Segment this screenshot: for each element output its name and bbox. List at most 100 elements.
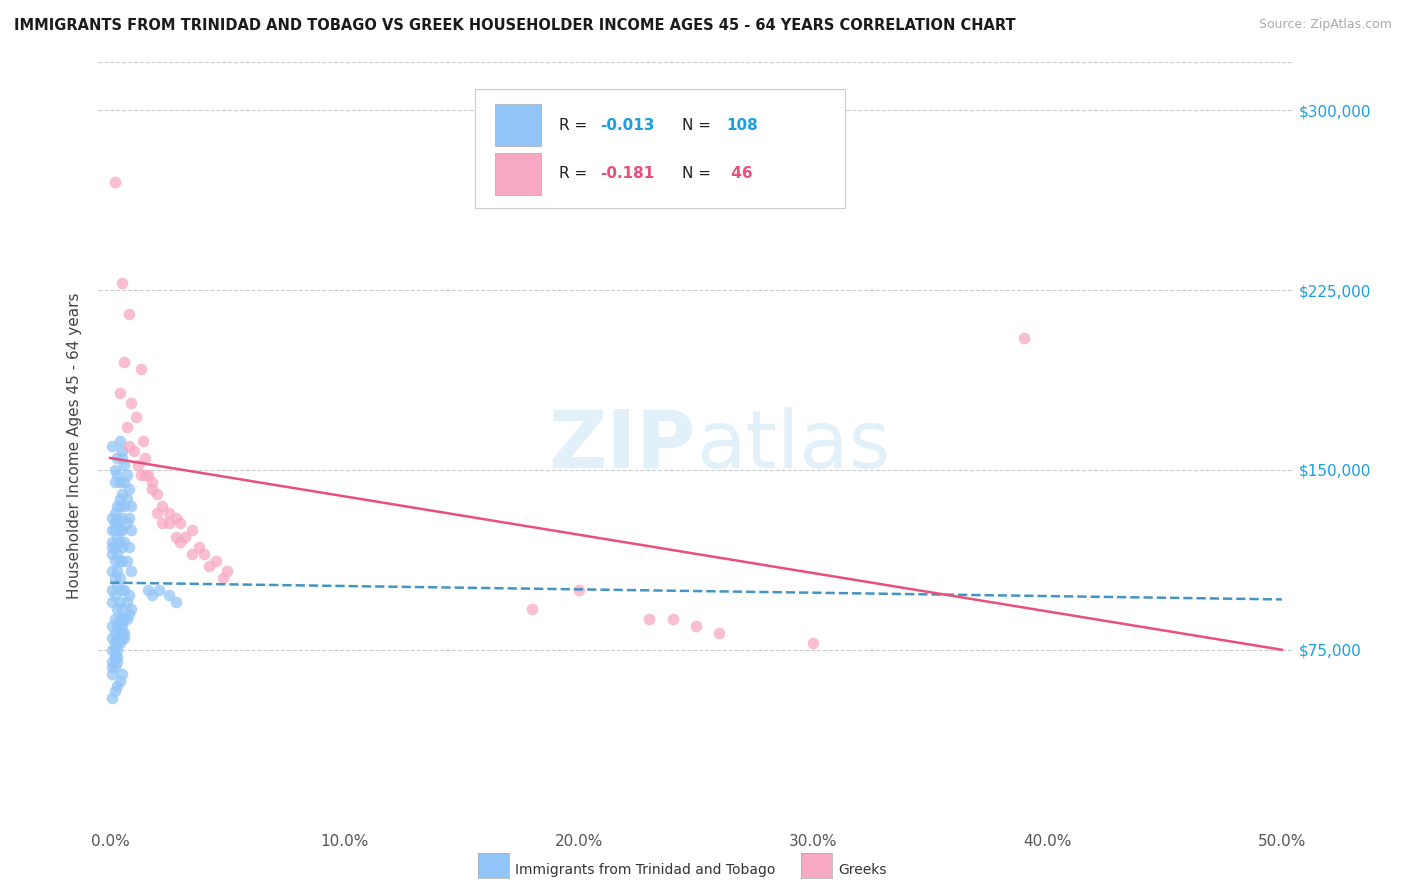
Point <box>111 540 134 554</box>
Point <box>101 564 124 578</box>
Text: IMMIGRANTS FROM TRINIDAD AND TOBAGO VS GREEK HOUSEHOLDER INCOME AGES 45 - 64 YEA: IMMIGRANTS FROM TRINIDAD AND TOBAGO VS G… <box>14 18 1015 33</box>
Text: R =: R = <box>558 166 592 181</box>
Point <box>108 499 131 513</box>
Point <box>111 554 134 568</box>
Point <box>136 467 159 482</box>
Point <box>193 547 215 561</box>
Point <box>125 410 148 425</box>
Point <box>150 499 173 513</box>
Point <box>120 396 142 410</box>
Point <box>101 582 124 597</box>
Point <box>111 582 134 597</box>
Point <box>141 482 163 496</box>
Point <box>120 499 142 513</box>
Point <box>111 487 134 501</box>
Point <box>104 642 127 657</box>
Point <box>115 595 138 609</box>
Point <box>101 655 124 669</box>
Point <box>111 612 134 626</box>
Point <box>104 554 127 568</box>
Point <box>129 362 152 376</box>
Point <box>108 475 131 489</box>
Point <box>105 578 128 592</box>
Point <box>108 554 131 568</box>
Point <box>115 419 138 434</box>
Point <box>105 619 128 633</box>
Point <box>112 458 135 473</box>
Point <box>108 523 131 537</box>
Point <box>111 276 134 290</box>
Point <box>141 588 163 602</box>
Point <box>108 434 131 449</box>
Point <box>101 595 124 609</box>
Point <box>105 635 128 649</box>
Point <box>181 547 204 561</box>
Point <box>136 582 159 597</box>
Point <box>108 386 131 401</box>
Point <box>108 673 131 688</box>
Point <box>112 534 135 549</box>
Point <box>104 649 127 664</box>
Point <box>104 635 127 649</box>
Point <box>111 666 134 681</box>
Point <box>108 631 131 645</box>
Bar <box>495 153 541 194</box>
Point <box>115 467 138 482</box>
Point <box>104 659 127 673</box>
Point <box>104 649 127 664</box>
Point <box>1012 331 1035 345</box>
Point <box>112 499 135 513</box>
Point <box>104 516 127 530</box>
Point <box>118 439 141 453</box>
Point <box>104 175 127 189</box>
Text: N =: N = <box>682 118 716 133</box>
Point <box>101 523 124 537</box>
Point <box>118 540 141 554</box>
Point <box>197 558 219 573</box>
Point <box>685 619 707 633</box>
Point <box>101 547 124 561</box>
Point <box>146 506 169 520</box>
Point <box>104 523 127 537</box>
Point <box>157 506 180 520</box>
Point <box>181 523 204 537</box>
Point <box>638 612 661 626</box>
Point <box>105 530 128 544</box>
Point <box>217 564 239 578</box>
Point <box>129 467 152 482</box>
Point <box>115 554 138 568</box>
Point <box>174 530 197 544</box>
Point <box>105 516 128 530</box>
Point <box>134 450 156 465</box>
Point <box>112 475 135 489</box>
Point <box>118 588 141 602</box>
Point <box>111 602 134 616</box>
Point <box>101 540 124 554</box>
Point <box>115 516 138 530</box>
Point <box>148 582 170 597</box>
Point <box>105 467 128 482</box>
Point <box>520 602 543 616</box>
Point <box>127 458 149 473</box>
Text: atlas: atlas <box>696 407 890 485</box>
Point <box>105 511 128 525</box>
Point <box>709 626 731 640</box>
Point <box>105 679 128 693</box>
Point <box>108 626 131 640</box>
Text: -0.181: -0.181 <box>600 166 655 181</box>
Point <box>105 642 128 657</box>
Point <box>105 602 128 616</box>
Bar <box>495 104 541 146</box>
Point <box>105 655 128 669</box>
Point <box>169 516 191 530</box>
Point <box>111 523 134 537</box>
Point <box>105 631 128 645</box>
Text: Immigrants from Trinidad and Tobago: Immigrants from Trinidad and Tobago <box>515 863 775 877</box>
Point <box>111 443 134 458</box>
Point <box>108 635 131 649</box>
Point <box>111 450 134 465</box>
Point <box>108 534 131 549</box>
Text: N =: N = <box>682 166 716 181</box>
Point <box>118 511 141 525</box>
Point <box>120 602 142 616</box>
